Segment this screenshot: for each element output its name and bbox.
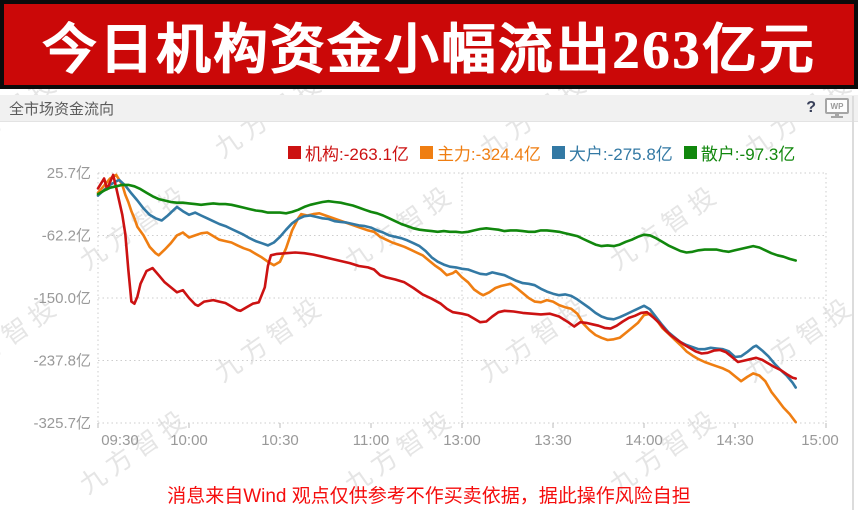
headline-banner: 今日机构资金小幅流出263亿元 — [0, 0, 858, 89]
x-axis-label: 14:00 — [625, 432, 663, 449]
y-axis-label: -237.8亿 — [33, 353, 91, 370]
series-line-机构 — [96, 173, 798, 380]
panel-header: 全市场资金流向 ? WP — [0, 95, 858, 122]
legend-swatch — [419, 146, 433, 159]
wp-icon-stand — [835, 114, 839, 116]
y-axis-label: -62.2亿 — [42, 228, 91, 245]
scrollbar-track[interactable] — [852, 96, 854, 510]
x-axis-label: 11:00 — [353, 432, 389, 449]
x-axis-label: 13:30 — [534, 432, 572, 449]
disclaimer-text: 消息来自Wind 观点仅供参考不作买卖依据，据此操作风险自担 — [167, 486, 691, 507]
x-axis-label: 15:00 — [801, 432, 839, 449]
headline-text: 今日机构资金小幅流出263亿元 — [42, 20, 816, 80]
x-axis-label: 10:30 — [261, 432, 299, 449]
legend-label: 机构:-263.1亿 — [305, 145, 409, 164]
x-axis-label: 13:00 — [443, 432, 481, 449]
wp-icon-base — [831, 116, 843, 118]
legend-item-1[interactable]: 主力:-324.4亿 — [419, 140, 541, 165]
chart-legend: 机构:-263.1亿 主力:-324.4亿 大户:-275.8亿 散户:-97.3亿 — [288, 140, 795, 165]
wind-wp-icon[interactable]: WP — [825, 98, 849, 118]
x-axis-label: 14:30 — [716, 432, 754, 449]
legend-swatch — [551, 146, 565, 159]
legend-label: 主力:-324.4亿 — [436, 145, 541, 164]
legend-item-0[interactable]: 机构:-263.1亿 — [288, 140, 409, 165]
legend-item-3[interactable]: 散户:-97.3亿 — [683, 140, 796, 165]
legend-swatch — [683, 146, 697, 159]
panel-title: 全市场资金流向 — [9, 100, 115, 118]
panel-header-actions: ? WP — [806, 98, 849, 118]
legend-label: 散户:-97.3亿 — [700, 145, 796, 164]
legend-label: 大户:-275.8亿 — [568, 145, 673, 164]
legend-swatch — [288, 146, 301, 159]
x-axis-label: 10:00 — [170, 432, 208, 449]
legend-item-2[interactable]: 大户:-275.8亿 — [551, 140, 673, 165]
y-axis-label: -150.0亿 — [33, 290, 91, 307]
series-line-大户 — [96, 178, 798, 389]
help-icon[interactable]: ? — [806, 99, 816, 116]
series-line-散户 — [96, 183, 798, 262]
y-axis-label: -325.7亿 — [33, 415, 91, 432]
x-axis-label: 09:30 — [101, 432, 139, 449]
wp-icon-label: WP — [825, 98, 849, 114]
y-axis-label: 25.7亿 — [47, 165, 91, 182]
